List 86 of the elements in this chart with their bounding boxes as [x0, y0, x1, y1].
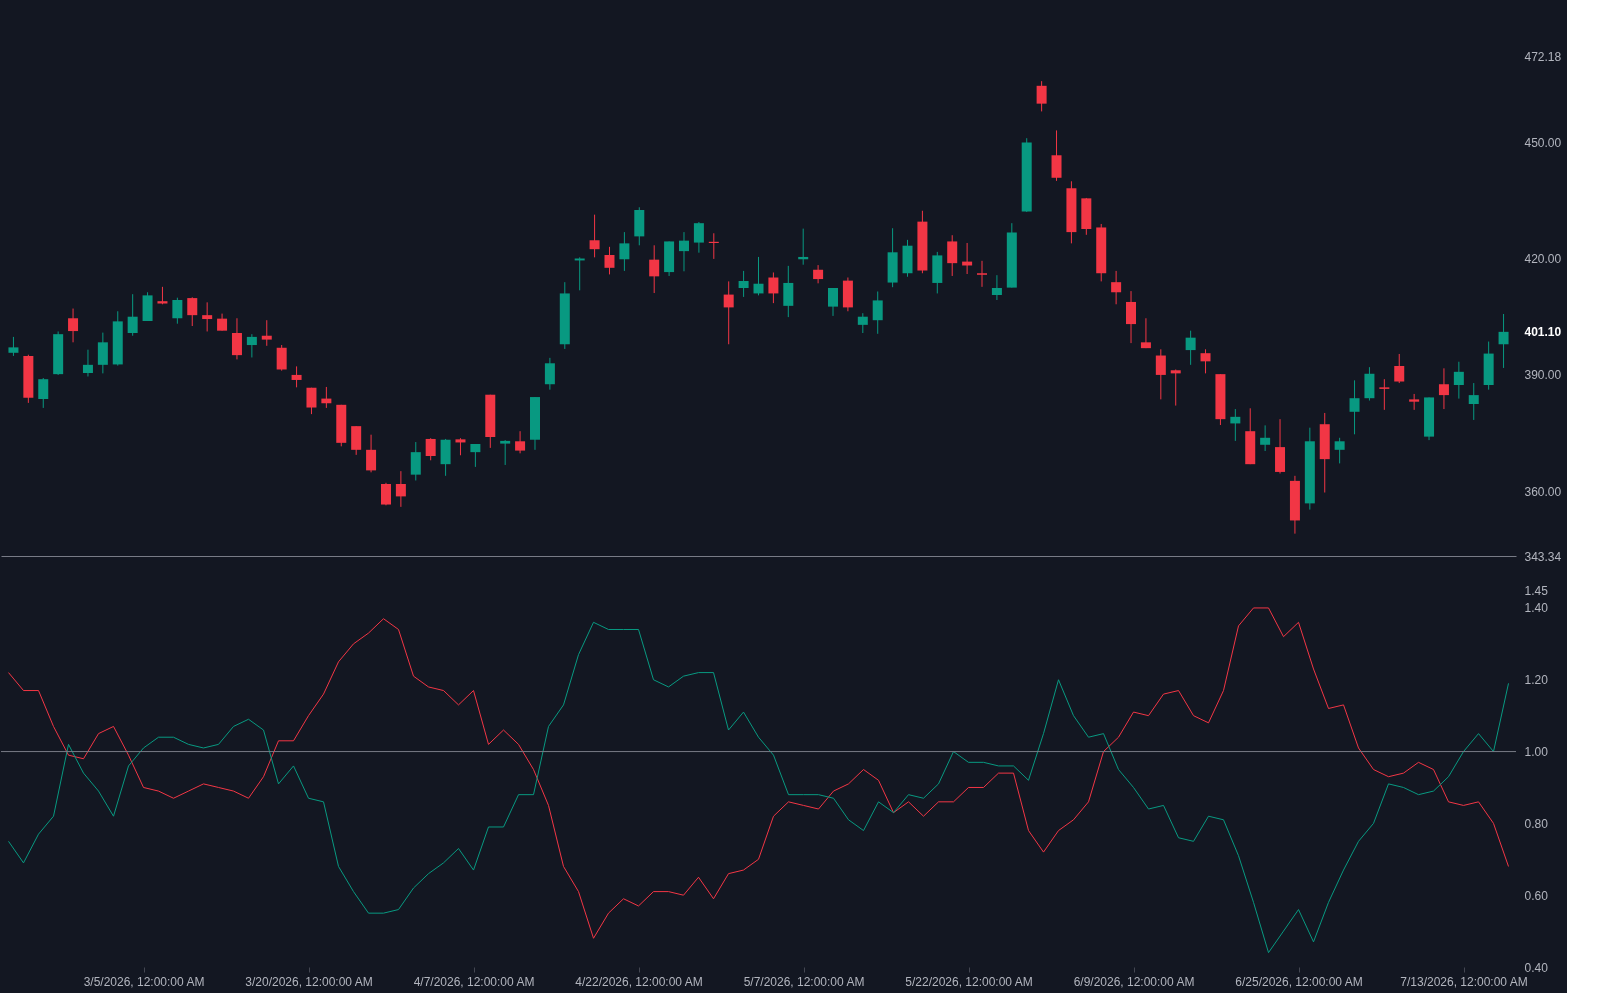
candlestick [604, 246, 615, 275]
y-tick-label: 472.18 [1524, 49, 1562, 64]
candlestick [1140, 317, 1151, 349]
candlestick [1438, 367, 1449, 410]
candlestick [1111, 270, 1122, 305]
candlestick [1409, 393, 1420, 411]
candlestick [1379, 378, 1390, 411]
candlestick [738, 270, 749, 298]
candlestick [395, 470, 406, 508]
y-tick-label: 1.20 [1524, 673, 1549, 688]
candlestick [276, 344, 287, 372]
y-tick-label: 1.40 [1524, 601, 1549, 616]
candlestick [574, 256, 585, 291]
x-tick-label: 6/9/2026, 12:00:00 AM [1073, 974, 1195, 989]
candlestick [246, 333, 257, 358]
candlestick [127, 293, 138, 337]
candlestick [172, 297, 183, 325]
candlestick [589, 214, 600, 258]
candlestick [425, 437, 436, 461]
candlestick [1394, 353, 1405, 384]
y-tick-label: 360.00 [1524, 484, 1562, 499]
candlestick [872, 290, 883, 335]
y-tick-label: 0.80 [1524, 816, 1549, 831]
candlestick [97, 332, 108, 374]
candlestick [1155, 348, 1166, 400]
candlestick [515, 430, 526, 454]
candlestick [1036, 80, 1047, 112]
candlestick [410, 441, 421, 481]
candlestick [366, 434, 377, 473]
candlestick [783, 265, 794, 318]
candlestick [753, 256, 764, 296]
candlestick [470, 443, 481, 468]
y-tick-label: 450.00 [1524, 135, 1562, 150]
candlestick [261, 319, 272, 347]
candlestick [768, 271, 779, 304]
candlestick [1498, 313, 1509, 369]
candlestick [1051, 129, 1062, 182]
y-tick-label: 1.45 [1524, 583, 1549, 598]
candlestick [991, 274, 1002, 301]
candlestick [38, 377, 49, 409]
y-tick-label: 401.10 [1524, 325, 1562, 340]
candlestick [68, 308, 79, 343]
candlestick [619, 231, 630, 272]
candlestick [693, 221, 704, 254]
candlestick [8, 336, 19, 357]
x-tick-label: 7/13/2026, 12:00:00 AM [1400, 974, 1528, 989]
candlestick [1468, 382, 1479, 421]
candlestick [1170, 368, 1181, 407]
candlestick [1349, 379, 1360, 435]
y-tick-label: 343.34 [1524, 549, 1562, 564]
x-tick-label: 5/7/2026, 12:00:00 AM [743, 974, 865, 989]
x-tick-label: 4/22/2026, 12:00:00 AM [575, 974, 703, 989]
candlestick [291, 365, 302, 388]
y-tick-label: 390.00 [1524, 368, 1562, 383]
candlestick [1453, 361, 1464, 400]
candlestick [813, 264, 824, 284]
x-tick-label: 4/7/2026, 12:00:00 AM [413, 974, 535, 989]
x-tick-label: 5/22/2026, 12:00:00 AM [905, 974, 1033, 989]
x-tick-label: 3/20/2026, 12:00:00 AM [245, 974, 373, 989]
candlestick [500, 439, 511, 466]
candlestick [1200, 348, 1211, 374]
candlestick [351, 425, 362, 456]
candlestick [306, 387, 317, 415]
candlestick [1260, 424, 1271, 452]
candlestick [1230, 408, 1241, 442]
candlestick [544, 357, 555, 391]
y-tick-label: 0.40 [1524, 960, 1549, 975]
candlestick [679, 231, 689, 272]
candlestick [82, 349, 93, 377]
candlestick [977, 260, 988, 288]
candlestick [857, 312, 868, 334]
candlestick [231, 317, 242, 360]
candlestick [187, 296, 198, 327]
candlestick [1126, 290, 1137, 344]
candlestick [649, 244, 660, 294]
candlestick [723, 280, 734, 345]
y-tick-label: 420.00 [1524, 252, 1562, 266]
candlestick [1185, 330, 1196, 366]
candlestick [947, 234, 958, 277]
x-tick-label: 3/5/2026, 12:00:00 AM [83, 974, 205, 989]
y-tick-label: 0.60 [1524, 888, 1549, 903]
candlestick [1334, 437, 1345, 464]
x-tick-label: 6/25/2026, 12:00:00 AM [1235, 974, 1363, 989]
y-tick-label: 1.00 [1524, 745, 1549, 760]
candlestick [828, 287, 838, 317]
candlestick [202, 301, 213, 332]
